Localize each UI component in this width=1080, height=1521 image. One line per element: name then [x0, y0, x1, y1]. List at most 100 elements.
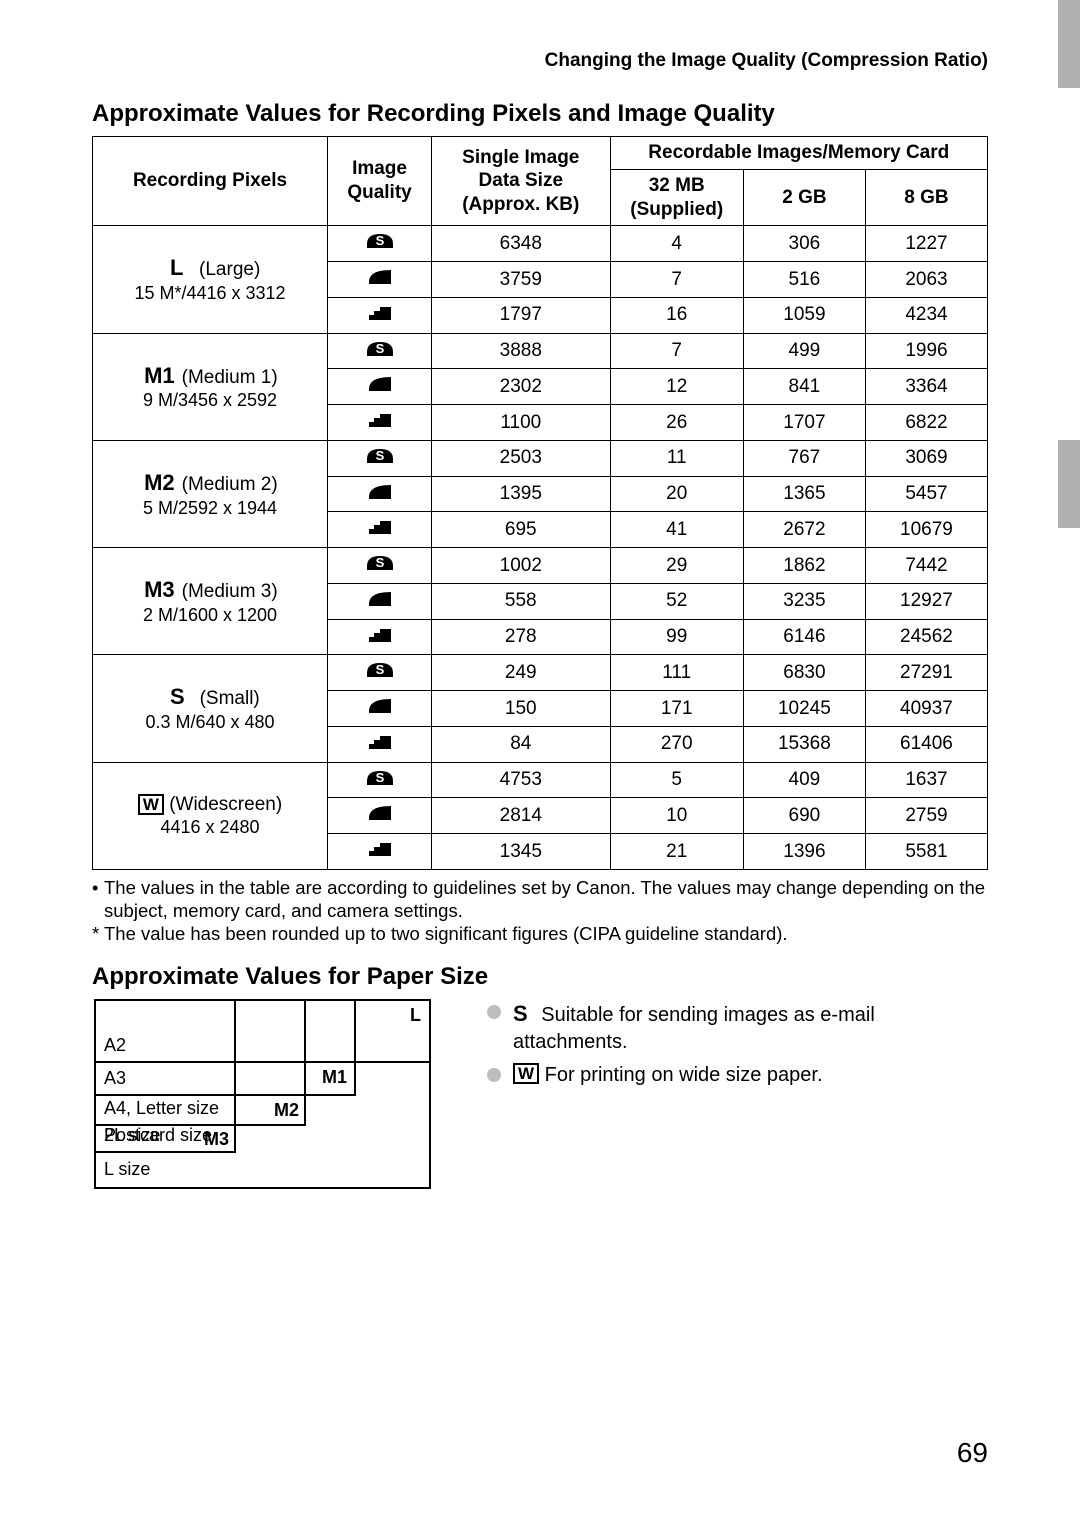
- quality-superfine-icon: S: [328, 226, 432, 262]
- data-cell: 558: [432, 583, 611, 619]
- quality-superfine-icon: S: [328, 762, 432, 798]
- data-cell: 84: [432, 726, 611, 762]
- data-cell: 3069: [865, 440, 987, 476]
- th-data-size: Single ImageData Size(Approx. KB): [432, 137, 611, 226]
- data-cell: 3888: [432, 333, 611, 369]
- data-cell: 150: [432, 691, 611, 727]
- data-cell: 27291: [865, 655, 987, 691]
- data-cell: 516: [743, 262, 865, 298]
- svg-text:S: S: [375, 448, 384, 463]
- paper-size-tag: M2: [274, 1100, 299, 1121]
- quality-superfine-icon: S: [328, 548, 432, 584]
- footnote: •The values in the table are according t…: [92, 876, 988, 922]
- data-cell: 41: [610, 512, 743, 548]
- data-cell: 6146: [743, 619, 865, 655]
- quality-fine-icon: [328, 369, 432, 405]
- image-quality-table: Recording Pixels ImageQuality Single Ima…: [92, 136, 988, 870]
- data-cell: 690: [743, 798, 865, 834]
- data-cell: 6348: [432, 226, 611, 262]
- data-cell: 16: [610, 297, 743, 333]
- footnote: * The value has been rounded up to two s…: [92, 922, 988, 945]
- data-cell: 15368: [743, 726, 865, 762]
- data-cell: 1862: [743, 548, 865, 584]
- quality-normal-icon: [328, 405, 432, 441]
- page-number: 69: [957, 1437, 988, 1469]
- thumb-index-tab: [1058, 440, 1080, 528]
- paper-size-diagram: A2LA3M1A4, Letter sizeM22L sizeM3Postcar…: [94, 999, 431, 1189]
- data-cell: 249: [432, 655, 611, 691]
- recording-pixels-cell: W (Widescreen)4416 x 2480: [93, 762, 328, 869]
- paper-size-cell: L size: [96, 1001, 256, 1187]
- data-cell: 12927: [865, 583, 987, 619]
- section-2-title: Approximate Values for Paper Size: [92, 963, 988, 991]
- data-cell: 270: [610, 726, 743, 762]
- data-cell: 1797: [432, 297, 611, 333]
- quality-fine-icon: [328, 583, 432, 619]
- recording-pixels-cell: M1 (Medium 1)9 M/3456 x 2592: [93, 333, 328, 440]
- th-recording-pixels: Recording Pixels: [93, 137, 328, 226]
- paper-note-item: W For printing on wide size paper.: [487, 1062, 988, 1089]
- quality-fine-icon: [328, 262, 432, 298]
- data-cell: 3759: [432, 262, 611, 298]
- quality-normal-icon: [328, 834, 432, 870]
- data-cell: 409: [743, 762, 865, 798]
- table-row: L (Large)15 M*/4416 x 3312S634843061227: [93, 226, 988, 262]
- data-cell: 1395: [432, 476, 611, 512]
- data-cell: 2063: [865, 262, 987, 298]
- data-cell: 3235: [743, 583, 865, 619]
- data-cell: 1002: [432, 548, 611, 584]
- table-row: M2 (Medium 2)5 M/2592 x 1944S25031176730…: [93, 440, 988, 476]
- data-cell: 11: [610, 440, 743, 476]
- th-image-quality: ImageQuality: [328, 137, 432, 226]
- data-cell: 12: [610, 369, 743, 405]
- paper-size-tag: L: [410, 1005, 421, 1026]
- data-cell: 1707: [743, 405, 865, 441]
- bullet-icon: [487, 1005, 501, 1019]
- data-cell: 499: [743, 333, 865, 369]
- svg-text:S: S: [375, 662, 384, 677]
- recording-pixels-cell: S (Small)0.3 M/640 x 480: [93, 655, 328, 762]
- th-2gb: 2 GB: [743, 169, 865, 226]
- quality-superfine-icon: S: [328, 655, 432, 691]
- thumb-index-tab: [1058, 0, 1080, 88]
- paper-size-tag: M1: [322, 1067, 347, 1088]
- data-cell: 7: [610, 262, 743, 298]
- table-row: S (Small)0.3 M/640 x 480S249111683027291: [93, 655, 988, 691]
- quality-normal-icon: [328, 619, 432, 655]
- data-cell: 52: [610, 583, 743, 619]
- quality-normal-icon: [328, 297, 432, 333]
- data-cell: 1227: [865, 226, 987, 262]
- table-row: M3 (Medium 3)2 M/1600 x 1200S10022918627…: [93, 548, 988, 584]
- recording-pixels-cell: L (Large)15 M*/4416 x 3312: [93, 226, 328, 333]
- table-row: W (Widescreen)4416 x 2480S475354091637: [93, 762, 988, 798]
- bullet-icon: [487, 1068, 501, 1082]
- data-cell: 2672: [743, 512, 865, 548]
- data-cell: 1345: [432, 834, 611, 870]
- page-header: Changing the Image Quality (Compression …: [92, 50, 988, 72]
- data-cell: 1365: [743, 476, 865, 512]
- svg-text:S: S: [375, 233, 384, 248]
- quality-normal-icon: [328, 726, 432, 762]
- paper-size-notes: S Suitable for sending images as e-mail …: [431, 999, 988, 1189]
- data-cell: 695: [432, 512, 611, 548]
- data-cell: 61406: [865, 726, 987, 762]
- data-cell: 99: [610, 619, 743, 655]
- recording-pixels-cell: M2 (Medium 2)5 M/2592 x 1944: [93, 440, 328, 547]
- data-cell: 10: [610, 798, 743, 834]
- svg-text:S: S: [375, 770, 384, 785]
- data-cell: 1396: [743, 834, 865, 870]
- data-cell: 2503: [432, 440, 611, 476]
- data-cell: 171: [610, 691, 743, 727]
- data-cell: 2302: [432, 369, 611, 405]
- data-cell: 7: [610, 333, 743, 369]
- data-cell: 5: [610, 762, 743, 798]
- data-cell: 2814: [432, 798, 611, 834]
- data-cell: 29: [610, 548, 743, 584]
- table-footnotes: •The values in the table are according t…: [92, 876, 988, 945]
- data-cell: 4234: [865, 297, 987, 333]
- th-recordable-group: Recordable Images/Memory Card: [610, 137, 987, 170]
- data-cell: 306: [743, 226, 865, 262]
- quality-fine-icon: [328, 798, 432, 834]
- data-cell: 4753: [432, 762, 611, 798]
- svg-text:S: S: [375, 555, 384, 570]
